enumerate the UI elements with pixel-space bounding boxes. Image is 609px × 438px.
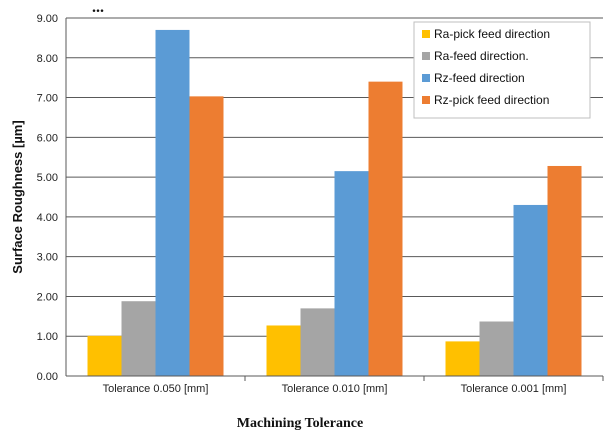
bar bbox=[189, 96, 224, 377]
y-tick-label: 8.00 bbox=[37, 53, 58, 65]
y-tick-label: 6.00 bbox=[37, 132, 58, 144]
bar bbox=[266, 325, 301, 376]
x-tick-label: Tolerance 0.010 [mm] bbox=[282, 383, 388, 395]
bar bbox=[547, 165, 582, 376]
legend: Ra-pick feed direction Ra-feed direction.… bbox=[413, 21, 591, 119]
legend-box bbox=[413, 21, 591, 119]
legend-swatch bbox=[422, 74, 430, 82]
bar bbox=[155, 29, 190, 377]
legend-label: Ra-pick feed direction bbox=[434, 27, 550, 41]
y-tick-label: 5.00 bbox=[37, 172, 58, 184]
legend-label: Rz-pick feed direction bbox=[434, 93, 549, 107]
bar bbox=[513, 204, 548, 376]
y-tick-label: 7.00 bbox=[37, 93, 58, 105]
y-tick-label: 9.00 bbox=[37, 13, 58, 25]
bar bbox=[300, 308, 335, 376]
legend-swatch bbox=[422, 30, 430, 38]
x-axis-label: Machining Tolerance bbox=[237, 416, 363, 431]
bar bbox=[368, 81, 403, 377]
bar bbox=[445, 341, 480, 376]
bar bbox=[479, 321, 514, 376]
bars bbox=[87, 29, 582, 377]
chart-title-fragment: ... bbox=[92, 0, 104, 16]
legend-label: Ra-feed direction. bbox=[434, 49, 529, 63]
legend-swatch bbox=[422, 96, 430, 104]
legend-swatch bbox=[422, 52, 430, 60]
y-axis-label: Surface Roughness [µm] bbox=[10, 120, 25, 273]
x-tick-label: Tolerance 0.001 [mm] bbox=[461, 383, 567, 395]
x-tick-label: Tolerance 0.050 [mm] bbox=[103, 383, 209, 395]
y-tick-label: 1.00 bbox=[37, 331, 58, 343]
y-tick-label: 0.00 bbox=[37, 371, 58, 383]
bar bbox=[121, 301, 156, 376]
bar bbox=[87, 335, 122, 376]
y-tick-label: 3.00 bbox=[37, 252, 58, 264]
y-tick-label: 2.00 bbox=[37, 291, 58, 303]
y-tick-label: 4.00 bbox=[37, 212, 58, 224]
legend-label: Rz-feed direction bbox=[434, 71, 525, 85]
bar bbox=[334, 171, 369, 376]
axes: 0.00 1.00 2.00 3.00 4.00 5.00 6.00 7.00 8.00 9.00… bbox=[37, 13, 604, 395]
